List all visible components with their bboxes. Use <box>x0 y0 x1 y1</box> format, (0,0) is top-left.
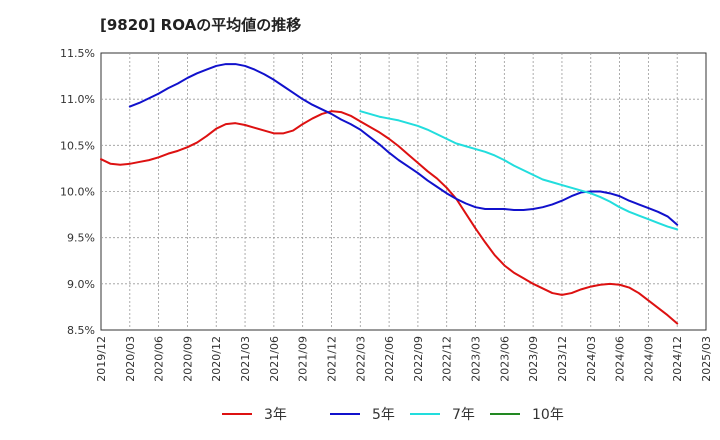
x-tick-label: 2020/06 <box>153 336 166 382</box>
legend-label: 3年 <box>264 407 287 423</box>
legend-item-1: 3年 <box>222 407 287 423</box>
chart-title: [9820] ROAの平均値の推移 <box>100 16 302 34</box>
legend-item-2: 5年 <box>330 407 395 423</box>
y-tick-label: 10.5% <box>60 139 95 152</box>
legend-item-4: 10年 <box>490 407 564 423</box>
y-tick-label: 11.0% <box>60 93 95 106</box>
x-tick-label: 2022/12 <box>441 336 454 382</box>
x-tick-label: 2020/03 <box>124 336 137 382</box>
plot-area <box>100 52 707 331</box>
legend-label: 7年 <box>452 407 475 423</box>
x-tick-label: 2023/09 <box>527 336 540 382</box>
x-tick-label: 2021/12 <box>325 336 338 382</box>
x-tick-label: 2024/03 <box>585 336 598 382</box>
x-tick-label: 2022/06 <box>383 336 396 382</box>
legend-item-3: 7年 <box>410 407 475 423</box>
x-tick-label: 2025/03 <box>700 336 713 382</box>
x-tick-label: 2023/06 <box>498 336 511 382</box>
x-tick-label: 2024/12 <box>671 336 684 382</box>
x-tick-label: 2022/03 <box>354 336 367 382</box>
y-tick-label: 9.0% <box>67 278 95 291</box>
y-tick-label: 10.0% <box>60 186 95 199</box>
series-line-1 <box>100 110 679 325</box>
legend-label: 5年 <box>372 407 395 423</box>
legend-label: 10年 <box>532 407 564 423</box>
x-tick-label: 2024/09 <box>642 336 655 382</box>
x-tick-label: 2021/03 <box>239 336 252 382</box>
x-tick-label: 2024/06 <box>614 336 627 382</box>
y-tick-label: 8.5% <box>67 324 95 337</box>
y-tick-label: 11.5% <box>60 47 95 60</box>
x-tick-label: 2023/03 <box>470 336 483 382</box>
x-tick-label: 2021/06 <box>268 336 281 382</box>
series-line-3 <box>359 110 679 231</box>
x-tick-label: 2022/09 <box>412 336 425 382</box>
x-tick-label: 2019/12 <box>95 336 108 382</box>
x-tick-label: 2020/12 <box>210 336 223 382</box>
x-tick-label: 2023/12 <box>556 336 569 382</box>
x-tick-label: 2021/09 <box>297 336 310 382</box>
x-tick-label: 2020/09 <box>181 336 194 382</box>
y-tick-label: 9.5% <box>67 232 95 245</box>
